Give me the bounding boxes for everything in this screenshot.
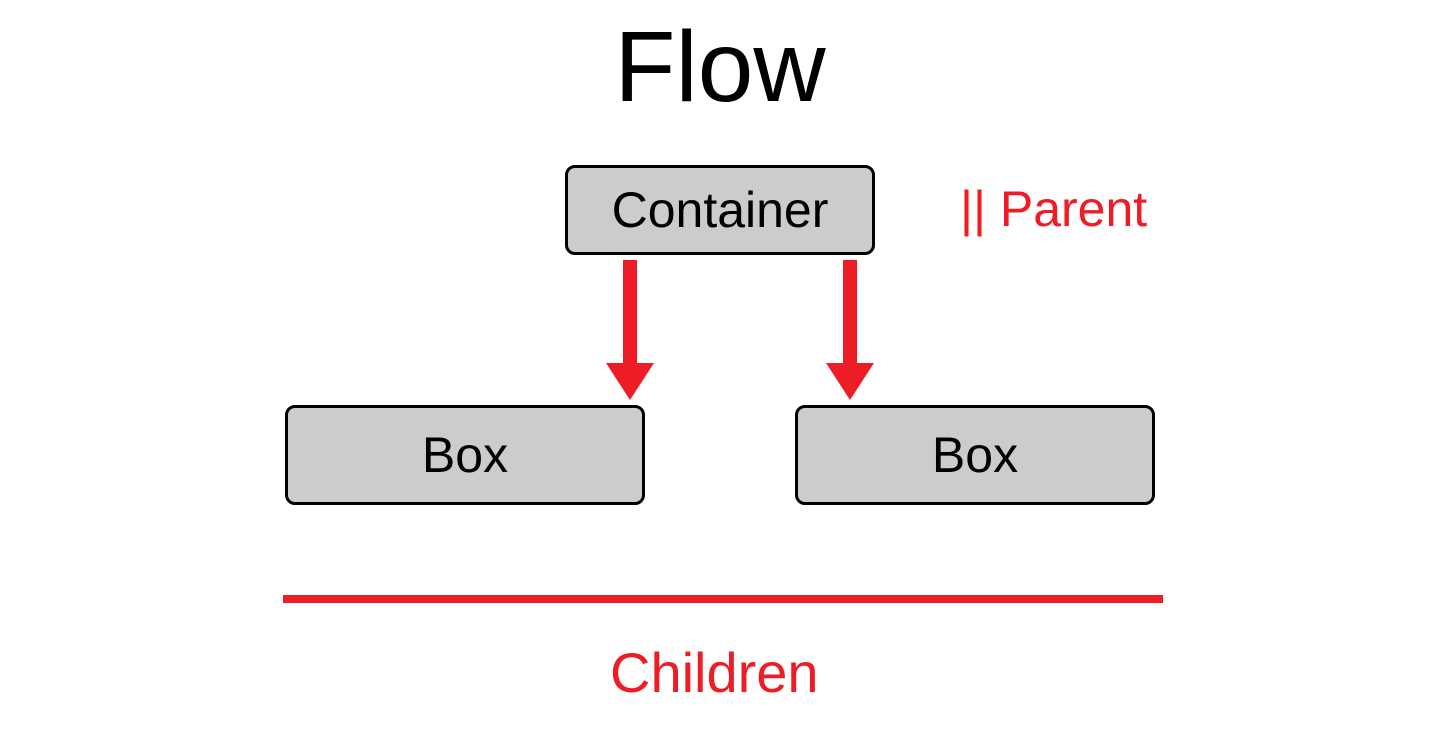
node-container: Container <box>565 165 875 255</box>
node-box-right-label: Box <box>932 426 1018 484</box>
node-box-left: Box <box>285 405 645 505</box>
node-container-label: Container <box>612 181 829 239</box>
diagram-title: Flow <box>0 10 1440 125</box>
children-underline <box>283 595 1163 603</box>
annotation-children: Children <box>610 640 819 705</box>
node-box-right: Box <box>795 405 1155 505</box>
annotation-parent: || Parent <box>960 180 1147 238</box>
node-box-left-label: Box <box>422 426 508 484</box>
edge-container-to-box-left <box>600 255 660 405</box>
edge-container-to-box-right <box>820 255 880 405</box>
